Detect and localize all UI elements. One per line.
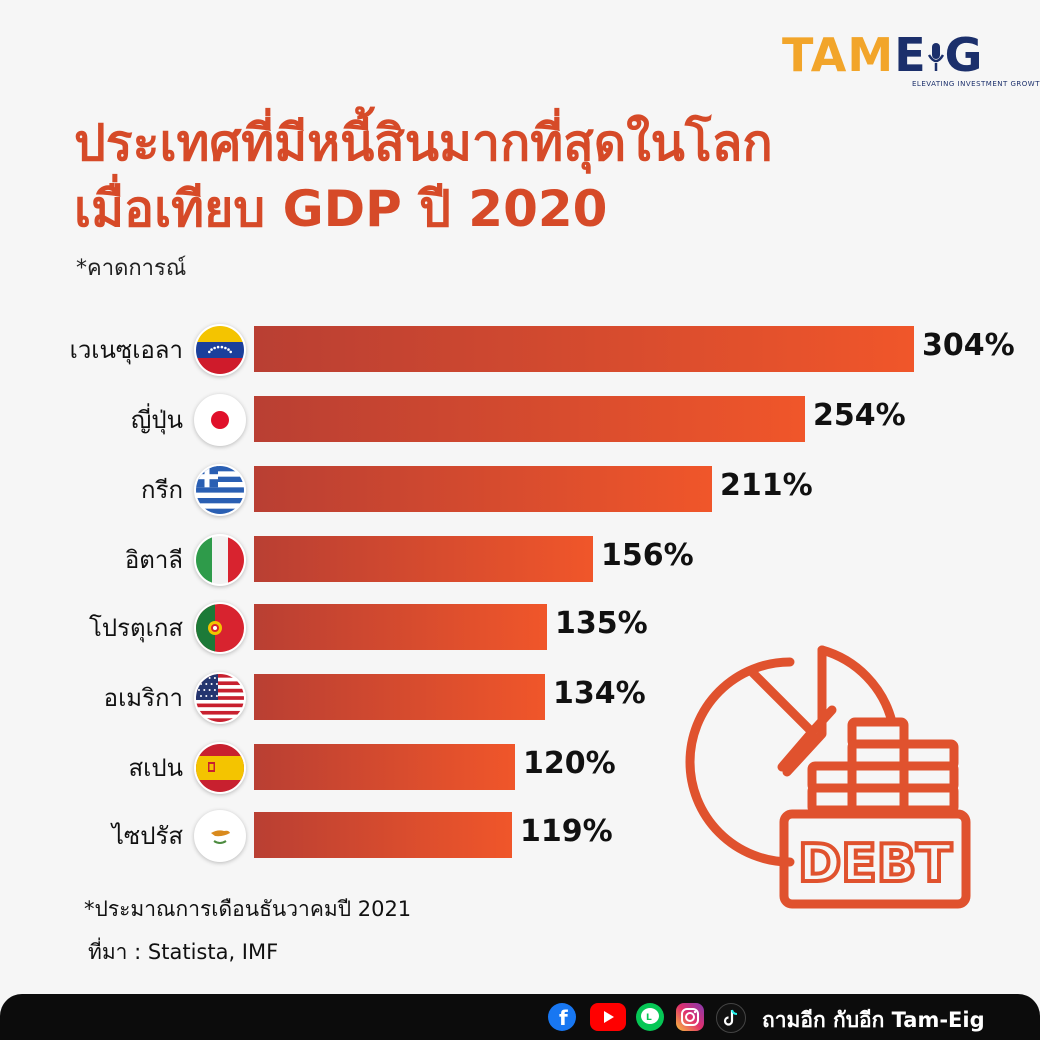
line-icon[interactable]: L xyxy=(636,1003,664,1031)
bar xyxy=(254,326,914,372)
value-label: 156% xyxy=(601,538,694,573)
tiktok-icon[interactable] xyxy=(716,1003,746,1033)
logo-wordmark: TAME G xyxy=(782,28,983,82)
bar xyxy=(254,744,515,790)
bar xyxy=(254,536,593,582)
chart-row: ญี่ปุ่น 254% xyxy=(0,388,1040,448)
logo-tagline: ELEVATING INVESTMENT GROWTH xyxy=(912,80,1040,88)
facebook-icon[interactable]: f xyxy=(548,1003,576,1031)
estimate-note: *ประมาณการเดือนธันวาคมปี 2021 xyxy=(84,897,412,921)
youtube-icon[interactable] xyxy=(590,1003,626,1031)
value-label: 304% xyxy=(922,328,1015,363)
bar xyxy=(254,812,512,858)
footer-bar: f L ถามอีก กับอีก Tam-Eig xyxy=(0,994,1040,1040)
svg-text:L: L xyxy=(646,1013,652,1023)
greece-flag xyxy=(194,464,246,516)
debt-pie-icon: DEBT xyxy=(672,632,992,922)
usa-flag xyxy=(194,672,246,724)
value-label: 211% xyxy=(720,468,813,503)
title-line-2: เมื่อเทียบ GDP ปี 2020 xyxy=(74,180,608,238)
venezuela-flag xyxy=(194,324,246,376)
value-label: 254% xyxy=(813,398,906,433)
japan-flag xyxy=(194,394,246,446)
country-label: เวเนซุเอลา xyxy=(69,336,183,364)
source-note: ที่มา : Statista, IMF xyxy=(88,940,279,964)
country-label: อเมริกา xyxy=(103,684,183,712)
logo-text-e: E xyxy=(894,28,927,82)
bar xyxy=(254,674,545,720)
chart-row: ไซปรัส 119% xyxy=(0,804,1040,864)
italy-flag xyxy=(194,534,246,586)
chart-row: อเมริกา 134% xyxy=(0,666,1040,726)
chart-row: อิตาลี 156% xyxy=(0,528,1040,588)
bar xyxy=(254,396,805,442)
country-label: ญี่ปุ่น xyxy=(130,406,183,434)
country-label: อิตาลี xyxy=(124,546,183,574)
svg-text:f: f xyxy=(559,1006,568,1030)
bar xyxy=(254,604,547,650)
title-line-1: ประเทศที่มีหนี้สินมากที่สุดในโลก xyxy=(74,114,773,172)
chart-row: สเปน 120% xyxy=(0,736,1040,796)
logo-text-g: G xyxy=(944,28,984,82)
country-label: โปรตุเกส xyxy=(89,614,183,642)
brand-logo: TAME G ELEVATING INVESTMENT GROWTH xyxy=(782,28,1040,88)
country-label: ไซปรัส xyxy=(111,822,183,850)
debt-bar-chart: เวเนซุเอลา 304% ญี่ปุ่น 254% กรีก 211% อิตาลี 1… xyxy=(0,300,1040,880)
value-label: 134% xyxy=(553,676,646,711)
logo-text-tam: TAM xyxy=(782,28,895,82)
instagram-icon[interactable] xyxy=(676,1003,704,1031)
chart-row: กรีก 211% xyxy=(0,458,1040,518)
country-label: สเปน xyxy=(128,754,184,782)
country-label: กรีก xyxy=(141,476,183,504)
value-label: 135% xyxy=(555,606,648,641)
cyprus-flag xyxy=(194,810,246,862)
portugal-flag xyxy=(194,602,246,654)
spain-flag xyxy=(194,742,246,794)
subtitle-estimate: *คาดการณ์ xyxy=(76,256,187,281)
mic-icon xyxy=(927,32,945,72)
bar xyxy=(254,466,712,512)
chart-row: โปรตุเกส 135% xyxy=(0,596,1040,656)
page-title: ประเทศที่มีหนี้สินมากที่สุดในโลก เมื่อเท… xyxy=(74,110,934,242)
chart-row: เวเนซุเอลา 304% xyxy=(0,318,1040,378)
value-label: 119% xyxy=(520,814,613,849)
footer-brand-text: ถามอีก กับอีก Tam-Eig xyxy=(762,1008,985,1032)
value-label: 120% xyxy=(523,746,616,781)
debt-label: DEBT xyxy=(798,834,952,894)
